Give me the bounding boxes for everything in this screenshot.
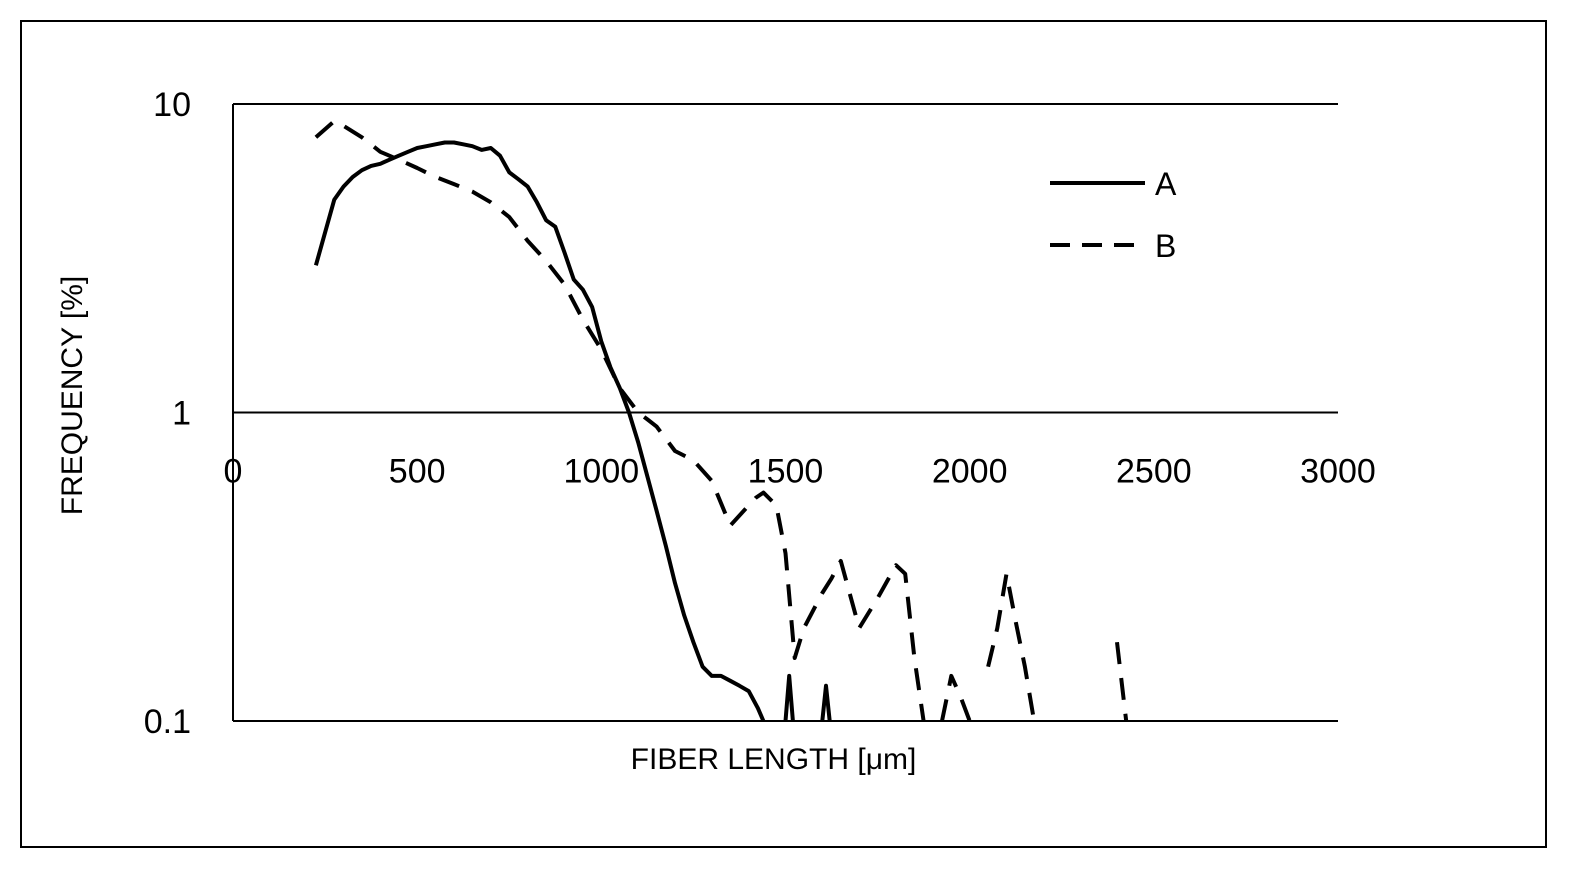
tick-layer: 0 500 1000 1500 2000 2500 3000 10 1 0.1 bbox=[144, 86, 1376, 741]
chart-frame bbox=[20, 20, 1547, 848]
x-tick-label-5: 2500 bbox=[1116, 453, 1192, 491]
legend-label-b: B bbox=[1155, 228, 1176, 264]
legend-label-a: A bbox=[1155, 166, 1177, 202]
x-tick-label-4: 2000 bbox=[932, 453, 1008, 491]
x-axis-title: FIBER LENGTH [μm] bbox=[631, 743, 917, 776]
y-tick-label-2: 0.1 bbox=[144, 703, 191, 741]
y-tick-label-0: 10 bbox=[153, 86, 191, 124]
series-line-b bbox=[314, 119, 1129, 722]
x-tick-label-6: 3000 bbox=[1300, 453, 1376, 491]
legend: A B bbox=[1050, 166, 1177, 264]
y-axis-title: FREQUENCY [%] bbox=[56, 276, 89, 516]
series-layer bbox=[313, 119, 1129, 722]
x-tick-label-1: 500 bbox=[389, 453, 446, 491]
x-tick-label-0: 0 bbox=[224, 453, 243, 491]
series-line-a bbox=[313, 140, 832, 722]
y-tick-label-1: 1 bbox=[172, 395, 191, 433]
x-tick-label-3: 1500 bbox=[748, 453, 824, 491]
x-tick-label-2: 1000 bbox=[564, 453, 640, 491]
